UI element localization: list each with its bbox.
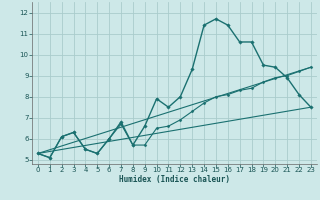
X-axis label: Humidex (Indice chaleur): Humidex (Indice chaleur) (119, 175, 230, 184)
